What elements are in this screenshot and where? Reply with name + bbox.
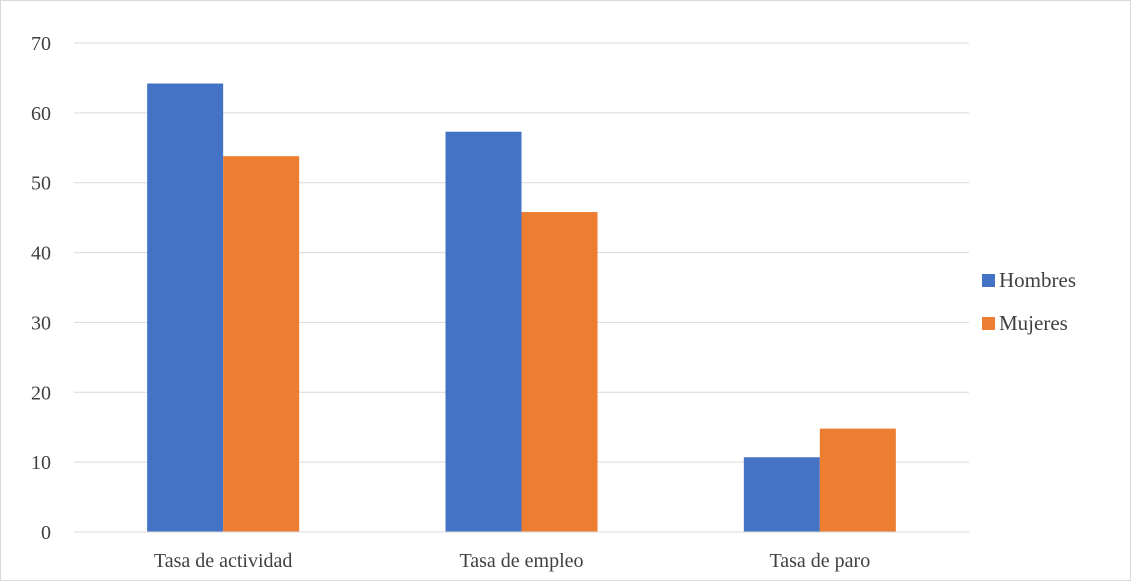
x-category-label: Tasa de paro — [769, 550, 870, 572]
y-tick-label: 0 — [41, 522, 51, 544]
y-tick-label: 40 — [31, 243, 51, 265]
bar-hombres-0 — [147, 83, 224, 532]
bar-mujeres-1 — [521, 212, 598, 532]
bar-hombres-1 — [445, 131, 522, 532]
legend-label-mujeres: Mujeres — [999, 311, 1068, 335]
x-category-label: Tasa de actividad — [154, 550, 293, 572]
y-tick-label: 10 — [31, 452, 51, 474]
y-tick-label: 20 — [31, 382, 51, 404]
legend: Hombres Mujeres — [982, 268, 1076, 335]
legend-swatch-mujeres — [982, 317, 995, 330]
bar-hombres-2 — [743, 457, 820, 532]
y-axis-ticks: 0 10 20 30 40 50 60 70 — [31, 33, 51, 544]
legend-label-hombres: Hombres — [999, 268, 1076, 292]
y-tick-label: 30 — [31, 312, 51, 334]
y-tick-label: 60 — [31, 103, 51, 125]
y-tick-label: 70 — [31, 33, 51, 55]
y-tick-label: 50 — [31, 173, 51, 195]
bar-mujeres-0 — [223, 156, 300, 532]
x-axis: Tasa de actividad Tasa de empleo Tasa de p… — [74, 531, 969, 572]
legend-swatch-hombres — [982, 274, 995, 287]
bars — [147, 83, 896, 532]
x-category-label: Tasa de empleo — [459, 550, 583, 572]
bar-mujeres-2 — [819, 428, 896, 532]
